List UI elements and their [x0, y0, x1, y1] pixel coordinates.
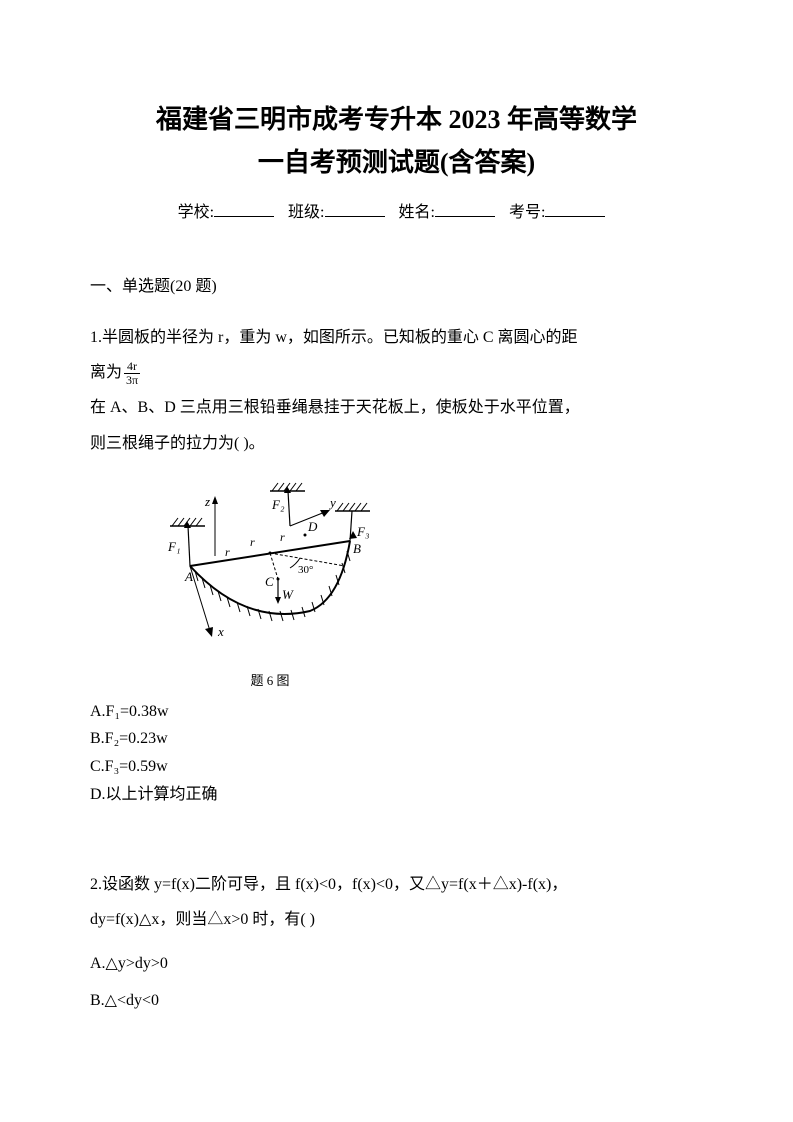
- c-label: C: [265, 574, 274, 589]
- y-label: y: [328, 495, 336, 510]
- school-blank: [214, 216, 274, 217]
- name-label: 姓名:: [399, 204, 435, 221]
- q1-text1: 1.半圆板的半径为 r，重为 w，如图所示。已知板的重心 C 离圆心的距: [90, 320, 703, 355]
- r-label-1: r: [225, 545, 230, 559]
- q2-text1: 2.设函数 y=f(x)二阶可导，且 f(x)<0，f(x)<0，又△y=f(x…: [90, 867, 703, 902]
- z-arrow: [212, 496, 218, 504]
- class-blank: [325, 216, 385, 217]
- info-line: 学校: 班级: 姓名: 考号:: [90, 198, 703, 222]
- school-label: 学校:: [178, 204, 214, 221]
- q1-option-c: C.F₃=0.59w: [90, 754, 703, 780]
- f2-label: F₂: [271, 497, 285, 512]
- q2-options: A.△y>dy>0 B.△<dy<0: [90, 946, 703, 1018]
- name-blank: [435, 216, 495, 217]
- q2-option-b: B.△<dy<0: [90, 983, 703, 1018]
- q1-options: A.F₁=0.38w B.F₂=0.23w C.F₃=0.59w D.以上计算均…: [90, 699, 703, 807]
- w-label: W: [282, 587, 294, 602]
- number-blank: [545, 216, 605, 217]
- question-2: 2.设函数 y=f(x)二阶可导，且 f(x)<0，f(x)<0，又△y=f(x…: [90, 867, 703, 937]
- q1-text2: 离为4r3π: [90, 355, 703, 390]
- q1-frac-num: 4r: [124, 360, 140, 374]
- q2-text2: dy=f(x)△x，则当△x>0 时，有( ): [90, 902, 703, 937]
- q1-text2-prefix: 离为: [90, 364, 122, 381]
- x-arrow: [205, 627, 213, 637]
- q1-option-a: A.F₁=0.38w: [90, 699, 703, 725]
- d-label: D: [307, 519, 318, 534]
- q1-diagram: z y: [150, 471, 390, 689]
- z-label: z: [204, 494, 210, 509]
- r-label-2: r: [250, 535, 255, 549]
- q1-fraction: 4r3π: [124, 360, 140, 387]
- w-arrow: [275, 597, 281, 604]
- f3-label: F₃: [356, 524, 369, 539]
- x-label: x: [217, 624, 224, 639]
- angle-label: 30°: [298, 564, 313, 576]
- r-label-3: r: [280, 530, 285, 544]
- q2-option-a: A.△y>dy>0: [90, 946, 703, 981]
- d-point: [304, 533, 307, 536]
- number-label: 考号:: [509, 204, 545, 221]
- rope-f2: [288, 491, 290, 526]
- section-title: 一、单选题(20 题): [90, 272, 703, 296]
- rope-f1: [188, 526, 190, 566]
- ceiling-hatch-right: [335, 503, 370, 511]
- q1-option-b: B.F₂=0.23w: [90, 726, 703, 752]
- q1-text3: 在 A、B、D 三点用三根铅垂绳悬挂于天花板上，使板处于水平位置，: [90, 390, 703, 425]
- b-label: B: [353, 541, 361, 556]
- q1-frac-den: 3π: [124, 374, 140, 387]
- q1-text4: 则三根绳子的拉力为( )。: [90, 426, 703, 461]
- q1-option-d: D.以上计算均正确: [90, 782, 703, 808]
- diagram-caption: 题 6 图: [150, 670, 390, 689]
- f1-label: F₁: [167, 539, 180, 554]
- semicircle-diagram-svg: z y: [150, 471, 390, 661]
- class-label: 班级:: [288, 204, 324, 221]
- title-line1: 福建省三明市成考专升本 2023 年高等数学: [90, 100, 703, 139]
- title-line2: 一自考预测试题(含答案): [90, 143, 703, 182]
- question-1: 1.半圆板的半径为 r，重为 w，如图所示。已知板的重心 C 离圆心的距 离为4…: [90, 320, 703, 461]
